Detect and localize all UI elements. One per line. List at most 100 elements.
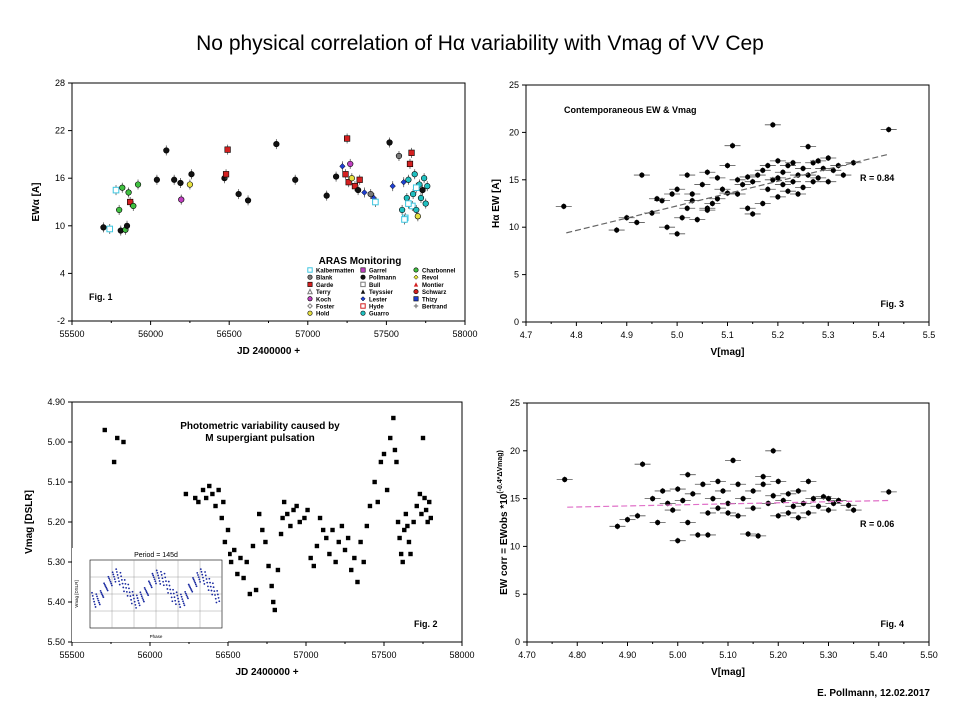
fig1-legend-marker (360, 274, 366, 280)
fig1-point (395, 152, 403, 160)
fig1-legend-marker (307, 267, 313, 273)
fig2-inset-point (147, 594, 150, 597)
fig2-inset-point (149, 583, 152, 586)
fig3-point (704, 169, 710, 175)
fig3-point (704, 207, 710, 213)
fig2-inset-point (204, 574, 207, 577)
fig1-point (414, 213, 421, 220)
fig2-point (388, 435, 393, 441)
fig2-y-tick-label: 5.50 (47, 637, 65, 647)
fig2-inset-point (174, 599, 177, 602)
fig2-point (294, 503, 299, 509)
fig2-inset-point (127, 583, 130, 586)
fig2-inset-point (116, 574, 119, 576)
fig4-point (760, 481, 766, 487)
fig3-y-tick-label: 15 (509, 175, 519, 185)
fig3-title: Contemporaneous EW & Vmag (564, 105, 697, 115)
fig2-inset-point (118, 583, 121, 586)
fig2-inset-point (161, 577, 164, 580)
fig2-inset-point (207, 585, 209, 588)
fig2-inset-point (125, 586, 128, 589)
fig2-y-tick-label: 5.30 (47, 557, 65, 567)
fig4-point (715, 478, 721, 484)
fig4-point (730, 457, 736, 463)
fig2-inset-point (105, 586, 108, 589)
fig1-point (367, 190, 374, 198)
fig4-point (705, 532, 711, 538)
fig2-point (196, 499, 201, 505)
fig2-point (238, 555, 243, 561)
fig3-point (755, 172, 761, 178)
fig1-point (419, 187, 426, 194)
fig2-point (417, 491, 423, 497)
fig2-inset-point (188, 585, 191, 587)
fig1-legend-marker (307, 281, 313, 287)
fig1-x-tick-label: 58000 (452, 329, 477, 339)
fig4-point (770, 493, 776, 499)
fig2-point (253, 587, 259, 593)
fig2-inset-point (202, 576, 204, 579)
fig3-x-tick-label: 4.9 (620, 330, 633, 340)
fig1-point (119, 184, 126, 191)
fig2-point (207, 483, 212, 489)
fig2-inset-point (111, 584, 113, 587)
fig4-point (886, 489, 892, 495)
fig2-point (361, 559, 366, 565)
fig3-y-tick-label: 0 (514, 317, 519, 327)
fig4-x-axis-label: V[mag] (711, 667, 745, 678)
fig2-point (272, 607, 277, 613)
fig2-inset-point (211, 582, 214, 585)
fig1-point (222, 171, 230, 178)
fig4-point (760, 474, 766, 480)
fig2-point (367, 503, 373, 509)
fig4-point (745, 531, 751, 537)
fig3-point (805, 144, 811, 150)
fig2-inset-point (185, 594, 188, 597)
fig4-x-tick-label: 5.30 (820, 650, 838, 660)
fig2-title-line1: Photometric variability caused by (180, 421, 340, 432)
fig2-x-tick-label: 57500 (371, 650, 396, 660)
fig1-point (401, 216, 408, 223)
fig2-inset-point (140, 595, 143, 598)
fig3-point (649, 210, 655, 216)
fig2-point (395, 519, 401, 525)
fig2-inset-point (147, 580, 150, 583)
fig4-point (685, 519, 691, 526)
fig2-inset-point (170, 596, 173, 599)
fig2-inset-ylabel: Vmag [DSLR] (74, 580, 79, 608)
fig3-x-tick-label: 4.8 (570, 330, 583, 340)
fig2-inset-point (183, 604, 186, 607)
fig1-legend-marker (413, 267, 419, 273)
fig2-inset-point (114, 580, 117, 583)
fig2-inset-point (131, 590, 134, 593)
fig3-point (745, 205, 751, 211)
fig1-point (411, 171, 418, 178)
fig1-legend-marker (360, 281, 366, 288)
fig1-x-tick-label: 55500 (59, 329, 84, 339)
fig3-annotation: R = 0.84 (860, 173, 894, 183)
fig4-point (825, 496, 832, 502)
fig1-legend-label: Guarro (369, 312, 389, 318)
fig1-legend-marker (413, 303, 419, 309)
fig1-point (163, 147, 170, 154)
fig2-point (213, 503, 218, 509)
fig2-inset-point (155, 582, 157, 585)
fig2-inset-point (191, 590, 194, 593)
fig1-point (153, 176, 160, 183)
fig1-legend-label: Thizy (422, 297, 438, 303)
fig2-inset-point (93, 603, 96, 606)
fig2-point (349, 567, 354, 573)
fig1-legend-marker (413, 282, 419, 287)
fig2-inset-point (150, 586, 153, 589)
fig3-point (805, 172, 811, 178)
fig2-inset-point (184, 590, 187, 593)
fig4-point (775, 478, 781, 484)
fig3-point (790, 179, 796, 185)
fig2-inset-point (98, 601, 101, 604)
fig4-point (715, 505, 721, 511)
fig1-legend-label: Pollmann (369, 276, 396, 282)
fig4-point (800, 500, 806, 506)
fig2-point (193, 495, 198, 501)
fig2-point (400, 559, 405, 565)
fig4-point (775, 513, 781, 519)
